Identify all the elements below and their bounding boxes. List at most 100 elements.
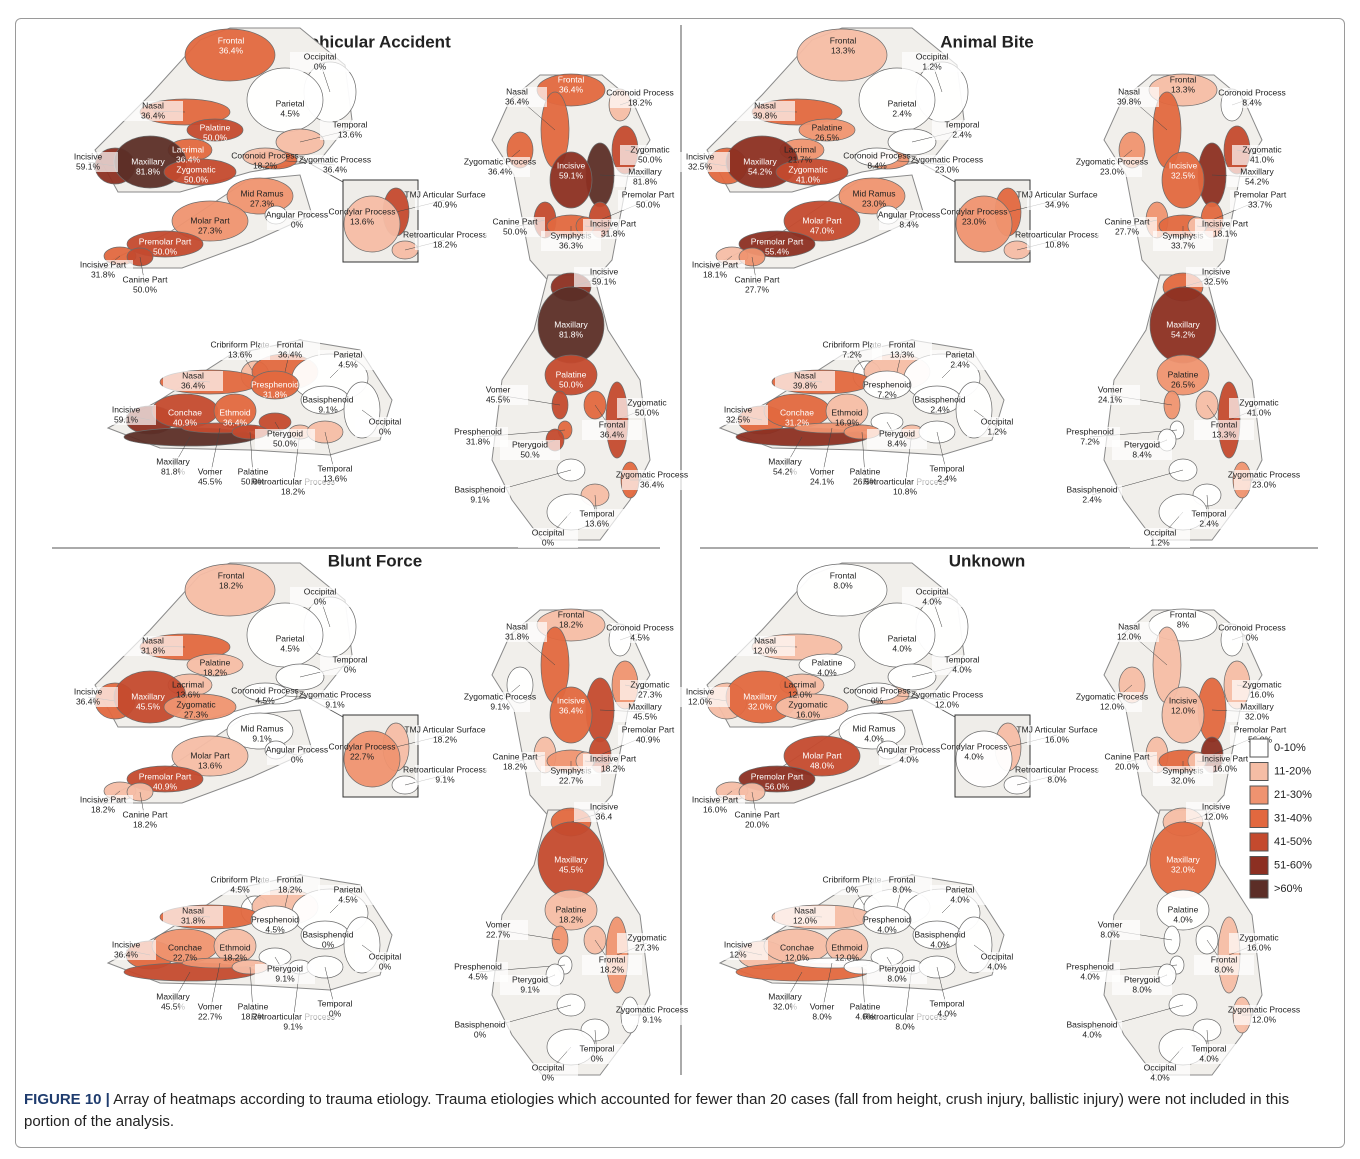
label-backing [1222, 623, 1282, 643]
region-value: 9.1% [325, 699, 345, 709]
region-name: Incisive Part [692, 259, 739, 269]
region-name: Parietal [888, 98, 917, 108]
region-value: 9.1% [520, 984, 540, 994]
region-name: Canine Part [123, 274, 169, 284]
region [796, 28, 888, 82]
region [226, 177, 294, 215]
region [549, 686, 593, 744]
region-name: Vomer [198, 466, 223, 476]
region-value: 18.2% [253, 160, 278, 170]
region-value: 34.9% [1045, 199, 1070, 209]
region-name: Occipital [304, 586, 337, 596]
label-backing [567, 1044, 627, 1064]
region [163, 158, 237, 186]
region [775, 158, 849, 186]
region-name: Frontal [218, 570, 245, 580]
region-value: 18.2% [600, 964, 625, 974]
region-value: 27.3% [635, 942, 660, 952]
label-backing [735, 101, 795, 121]
label-backing [305, 690, 365, 710]
region-value: 36.4% [176, 154, 201, 164]
region [184, 28, 276, 82]
region-value: 31.8% [181, 915, 206, 925]
region-value: 7.2% [877, 389, 897, 399]
region-value: 31.8% [466, 436, 491, 446]
label-backing [822, 340, 882, 360]
label-backing [930, 885, 990, 905]
label-backing [1179, 1044, 1239, 1064]
region-name: TMJ Articular Surface [404, 189, 486, 199]
region-value: 48.0% [810, 760, 835, 770]
region-name: Zygomatic Process [911, 154, 983, 164]
region-name: Occipital [981, 951, 1014, 961]
region-name: Maxillary [628, 701, 662, 711]
label-backing [902, 587, 962, 607]
region-name: Frontal [1170, 74, 1197, 84]
region-value: 45.5% [198, 476, 223, 486]
region-value: 18.2% [433, 239, 458, 249]
region-name: Incisive Part [80, 259, 127, 269]
region-value: 22.7% [559, 775, 584, 785]
region-value: 13.3% [1171, 84, 1196, 94]
region-value: 0% [322, 939, 335, 949]
region-value: 18.2% [281, 486, 306, 496]
region [343, 730, 401, 788]
region-value: 10.8% [1045, 239, 1070, 249]
region-name: Presphenoid [454, 426, 502, 436]
region-value: 8.0% [887, 973, 907, 983]
region-name: Pterygoid [1124, 439, 1160, 449]
label-backing [1186, 267, 1246, 287]
label-backing [163, 371, 223, 391]
region-name: Condylar Process [940, 741, 1007, 751]
region-name: Palatine [850, 1001, 881, 1011]
region [171, 735, 249, 777]
label-backing [415, 765, 475, 785]
label-backing [487, 87, 547, 107]
label-backing [305, 464, 365, 484]
region-value: 4.0% [877, 924, 897, 934]
region-name: Incisive [686, 151, 715, 161]
region-name: Zygomatic [788, 699, 828, 709]
legend-text: 0-10% [1274, 742, 1306, 754]
region-value: 12.0% [1117, 631, 1142, 641]
region-value: 36.4% [219, 45, 244, 55]
region-value: 54.2% [748, 166, 773, 176]
region-value: 36.4% [114, 949, 139, 959]
label-backing [1099, 87, 1159, 107]
label-backing [1194, 955, 1254, 975]
label-backing [622, 1005, 682, 1025]
label-backing [1232, 145, 1292, 165]
panel-title: Animal Bite [940, 32, 1034, 51]
region-value: 22.7% [198, 1011, 223, 1021]
legend-text: 21-30% [1274, 789, 1312, 801]
region-value: 2.4% [1199, 518, 1219, 528]
region-name: Angular Process [266, 744, 328, 754]
region-value: 31.8% [505, 631, 530, 641]
region-value: 12.0% [793, 915, 818, 925]
region-name: Temporal [930, 998, 965, 1008]
region-value: 40.9% [636, 734, 661, 744]
label-backing [1234, 1005, 1294, 1025]
region-value: 0% [314, 61, 327, 71]
region-value: 31.8% [601, 228, 626, 238]
region-value: 18.2% [203, 667, 228, 677]
label-backing [485, 752, 545, 772]
region [171, 200, 249, 242]
region-name: Zygomatic [630, 679, 670, 689]
region-name: Zygomatic [1242, 144, 1282, 154]
region-value: 81.8% [136, 166, 161, 176]
region-value: 2.4% [892, 108, 912, 118]
region-name: Frontal [277, 874, 304, 884]
region-value: 0% [329, 1008, 342, 1018]
label-backing [615, 167, 675, 187]
region-value: 16.0% [796, 709, 821, 719]
label-backing [1062, 485, 1122, 505]
region-value: 50.% [520, 449, 540, 459]
region-value: 12.0% [1252, 1014, 1277, 1024]
label-backing [1112, 440, 1172, 460]
region-name: Nasal [1118, 621, 1140, 631]
region-name: Presphenoid [863, 379, 911, 389]
region-value: 18.2% [433, 734, 458, 744]
label-backing [290, 52, 350, 72]
region [775, 693, 849, 721]
